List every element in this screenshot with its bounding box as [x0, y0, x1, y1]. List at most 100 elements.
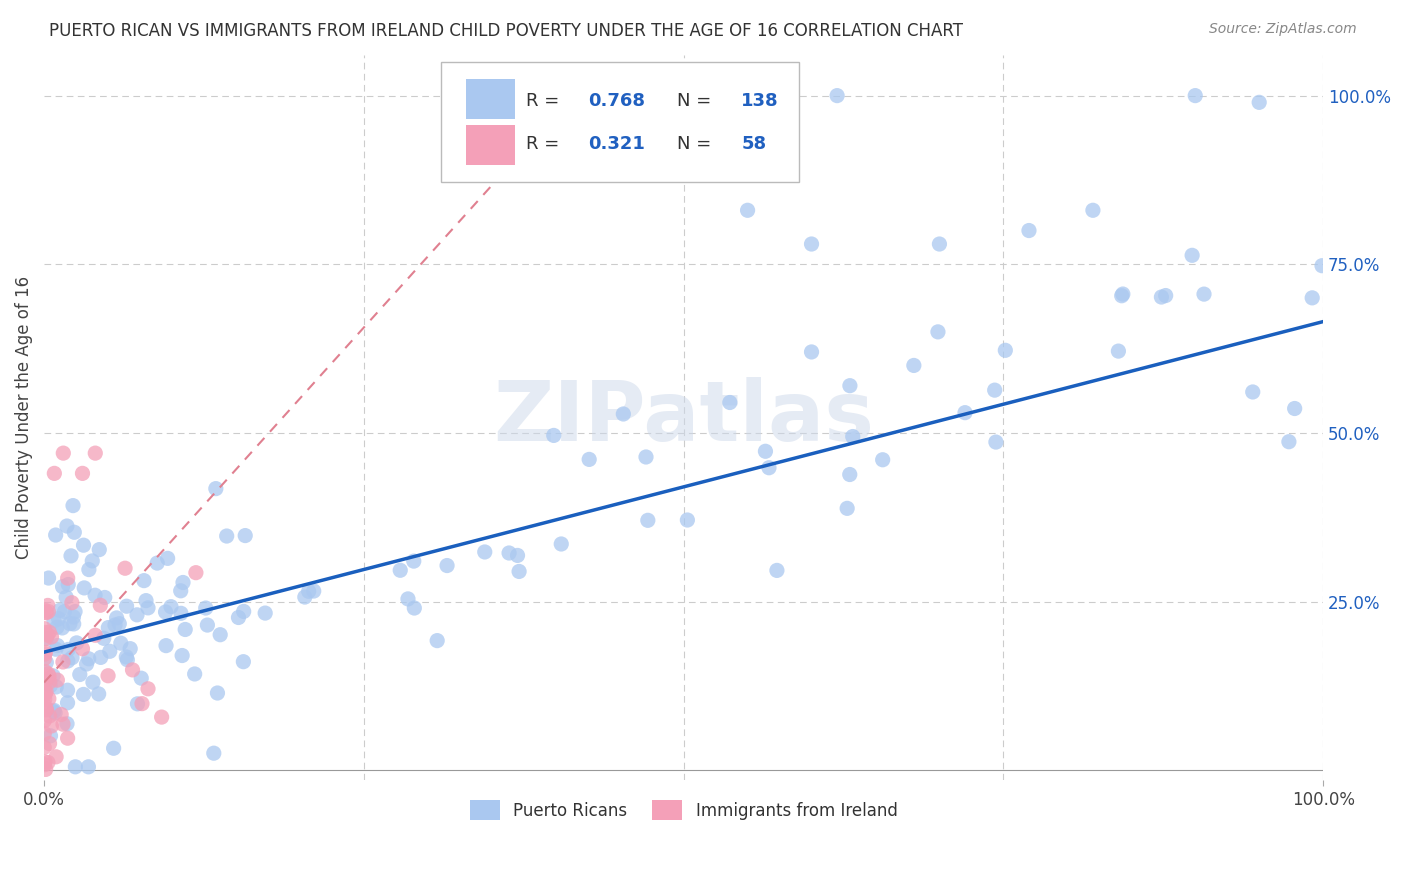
Text: ZIPatlas: ZIPatlas [494, 377, 875, 458]
Point [35, 703, 58, 717]
Point [48, 612, 70, 626]
Text: PUERTO RICAN VS IMMIGRANTS FROM IRELAND CHILD POVERTY UNDER THE AGE OF 16 CORREL: PUERTO RICAN VS IMMIGRANTS FROM IRELAND … [49, 22, 963, 40]
Point [1192, 287, 1215, 301]
Point [52, 580, 75, 594]
Point [800, 237, 823, 252]
Point [578, 452, 600, 467]
Text: R =: R = [526, 136, 565, 153]
Text: N =: N = [678, 136, 717, 153]
Point [1184, 88, 1206, 103]
Point [97, 621, 120, 635]
Point [35, 656, 58, 670]
Point [402, 554, 425, 568]
Point [872, 452, 894, 467]
Point [146, 556, 169, 570]
Point [1112, 287, 1135, 301]
Point [34, 687, 56, 701]
FancyBboxPatch shape [440, 62, 799, 182]
Point [294, 590, 316, 604]
Point [34, 673, 56, 687]
Point [65, 760, 87, 774]
Point [233, 528, 256, 542]
Text: Source: ZipAtlas.com: Source: ZipAtlas.com [1209, 22, 1357, 37]
Point [115, 649, 138, 664]
Point [32, 603, 55, 617]
Point [404, 601, 426, 615]
Point [170, 607, 193, 621]
Point [89, 542, 111, 557]
Point [396, 591, 419, 606]
Point [136, 681, 159, 696]
Point [120, 641, 142, 656]
Point [90, 650, 112, 665]
Point [1081, 203, 1104, 218]
Point [984, 435, 1007, 450]
Point [838, 467, 860, 482]
Point [160, 599, 183, 614]
Point [1278, 434, 1301, 449]
Point [183, 667, 205, 681]
Point [1301, 291, 1323, 305]
Point [39, 679, 62, 693]
Point [1111, 289, 1133, 303]
Point [60, 596, 83, 610]
Point [135, 593, 157, 607]
Point [37, 628, 59, 642]
Point [34, 698, 56, 713]
Point [117, 653, 139, 667]
Point [506, 549, 529, 563]
Point [84, 588, 107, 602]
Point [34, 646, 56, 660]
Point [55, 591, 77, 605]
Point [156, 551, 179, 566]
Point [84, 446, 107, 460]
Point [104, 618, 127, 632]
Point [38, 691, 60, 706]
Point [129, 671, 152, 685]
Point [60, 549, 83, 563]
Point [994, 343, 1017, 358]
Point [42, 703, 65, 717]
Point [41, 719, 63, 733]
Point [39, 729, 62, 743]
Point [543, 428, 565, 442]
Point [56, 716, 79, 731]
Point [37, 666, 59, 681]
Point [34, 647, 56, 661]
Point [125, 607, 148, 622]
Point [35, 703, 58, 717]
Point [62, 610, 84, 624]
Point [754, 444, 776, 458]
Text: 0.768: 0.768 [588, 92, 645, 110]
Point [302, 584, 325, 599]
Point [45, 749, 67, 764]
Point [983, 383, 1005, 397]
Point [800, 345, 823, 359]
Point [32, 686, 55, 700]
Y-axis label: Child Poverty Under the Age of 16: Child Poverty Under the Age of 16 [15, 277, 32, 559]
Point [38, 669, 60, 683]
Point [38, 737, 60, 751]
FancyBboxPatch shape [467, 79, 515, 119]
Point [72, 538, 94, 552]
Point [155, 639, 177, 653]
Point [93, 591, 115, 605]
Point [136, 600, 159, 615]
Point [132, 574, 155, 588]
Point [60, 650, 83, 665]
Point [42, 705, 65, 719]
Point [825, 88, 848, 103]
Point [298, 584, 321, 599]
Point [38, 709, 60, 723]
Point [174, 623, 197, 637]
Point [56, 571, 79, 585]
Point [77, 563, 100, 577]
Point [37, 756, 59, 770]
Point [115, 599, 138, 614]
Point [634, 450, 657, 464]
Point [474, 545, 496, 559]
Point [205, 482, 228, 496]
Point [209, 628, 232, 642]
Point [184, 566, 207, 580]
Point [1241, 384, 1264, 399]
